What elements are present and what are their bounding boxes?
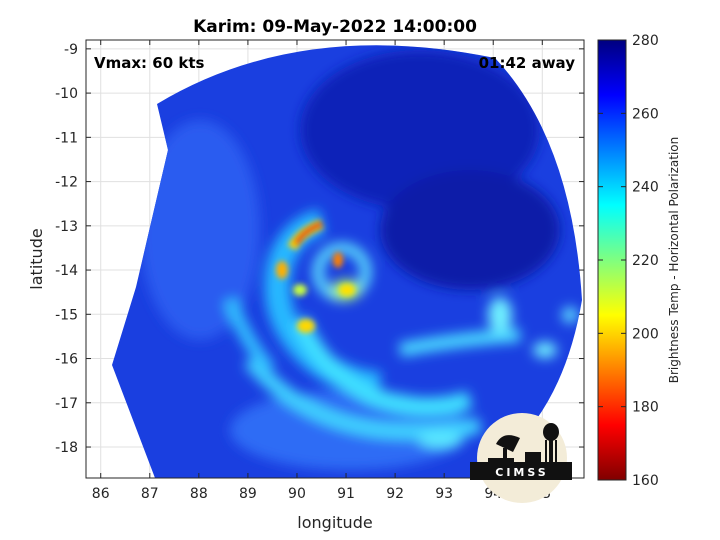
time-offset-annotation: 01:42 away xyxy=(479,54,576,72)
x-axis-label: longitude xyxy=(297,513,372,532)
x-axis-ticks: 86878889909192939495 xyxy=(92,40,551,502)
logo-text: CIMSS xyxy=(495,466,548,479)
x-tick-label: 93 xyxy=(435,486,453,502)
colorbar-tick-label: 180 xyxy=(632,400,659,416)
x-tick-label: 91 xyxy=(337,486,355,502)
x-tick-label: 88 xyxy=(190,486,208,502)
colorbar-ticks: 160 180 200 220 240 260 280 xyxy=(598,33,659,489)
y-tick-label: -14 xyxy=(55,263,78,279)
y-tick-label: -15 xyxy=(55,307,78,323)
y-tick-label: -9 xyxy=(64,42,78,58)
colorbar-tick-label: 260 xyxy=(632,106,659,122)
y-axis-label: latitude xyxy=(27,228,46,289)
y-tick-label: -12 xyxy=(55,175,78,191)
x-tick-label: 87 xyxy=(141,486,159,502)
x-tick-label: 86 xyxy=(92,486,110,502)
y-axis-ticks: -9 -10 -11 -12 -13 -14 -15 -16 -17 -18 xyxy=(55,42,584,456)
y-tick-label: -11 xyxy=(55,130,78,146)
y-tick-label: -13 xyxy=(55,219,78,235)
colorbar-tick-label: 160 xyxy=(632,473,659,489)
colorbar-tick-label: 280 xyxy=(632,33,659,49)
colorbar-tick-label: 200 xyxy=(632,326,659,342)
cimss-logo: CIMSS xyxy=(470,413,572,503)
x-tick-label: 90 xyxy=(288,486,306,502)
colorbar-tick-label: 240 xyxy=(632,180,659,196)
colorbar-label: Brightness Temp - Horizontal Polarizatio… xyxy=(667,137,681,384)
x-tick-label: 92 xyxy=(386,486,404,502)
vmax-annotation: Vmax: 60 kts xyxy=(94,54,204,72)
x-tick-label: 89 xyxy=(239,486,257,502)
colorbar-tick-label: 220 xyxy=(632,253,659,269)
plot-border xyxy=(85,39,585,479)
brightness-temp-field xyxy=(112,45,582,478)
y-tick-label: -10 xyxy=(55,86,78,102)
y-tick-label: -18 xyxy=(55,440,78,456)
chart-title: Karim: 09-May-2022 14:00:00 xyxy=(193,17,477,37)
y-tick-label: -17 xyxy=(55,396,78,412)
y-tick-label: -16 xyxy=(55,352,78,368)
